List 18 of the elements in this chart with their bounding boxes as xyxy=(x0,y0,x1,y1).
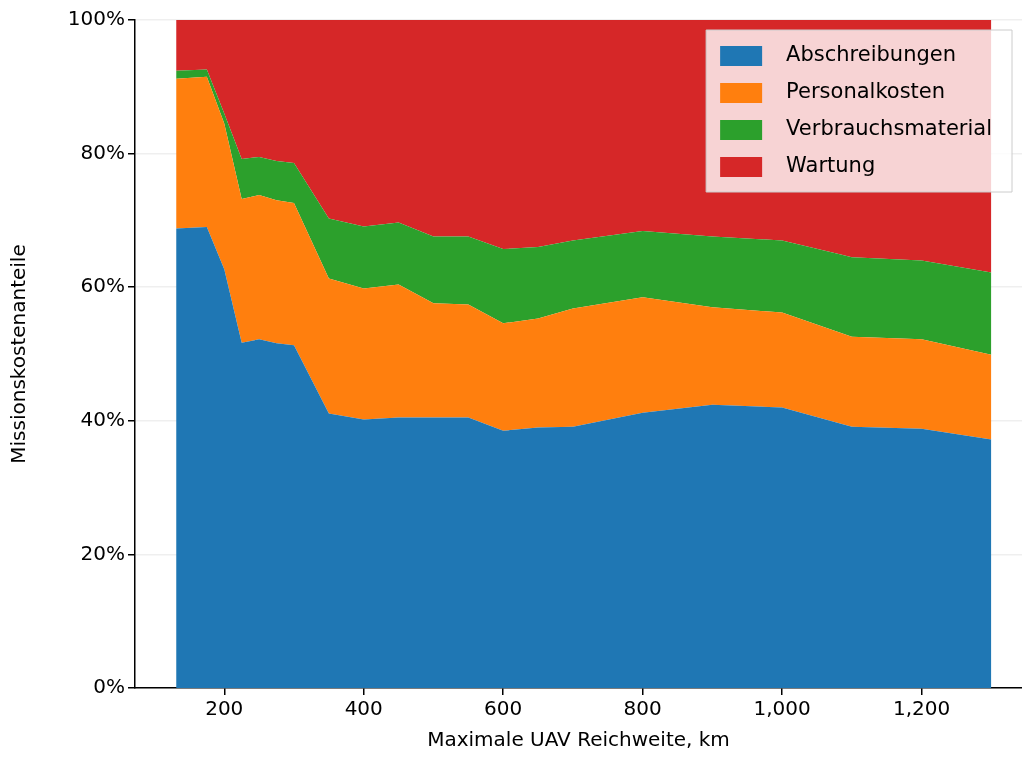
legend-label: Personalkosten xyxy=(786,79,946,104)
y-tick-label: 80% xyxy=(80,139,125,164)
y-tick-label: 60% xyxy=(80,273,125,298)
legend-label: Verbrauchsmaterial xyxy=(786,116,993,141)
x-tick-label: 200 xyxy=(205,696,244,721)
x-tick-label: 600 xyxy=(484,696,523,721)
y-tick-label: 100% xyxy=(67,6,125,31)
x-tick-label: 1,200 xyxy=(892,696,951,721)
x-tick-label: 1,000 xyxy=(753,696,811,721)
y-axis-title: Missionskostenanteile xyxy=(6,244,31,464)
legend-label: Wartung xyxy=(786,153,876,178)
legend-label: Abschreibungen xyxy=(786,42,957,67)
y-tick-label: 40% xyxy=(80,407,125,431)
y-tick-label: 0% xyxy=(93,674,125,699)
y-tick-label: 20% xyxy=(80,540,125,565)
x-tick-label: 800 xyxy=(623,696,662,721)
x-axis-title: Maximale UAV Reichweite, km xyxy=(427,727,730,752)
x-tick-label: 400 xyxy=(344,696,383,721)
